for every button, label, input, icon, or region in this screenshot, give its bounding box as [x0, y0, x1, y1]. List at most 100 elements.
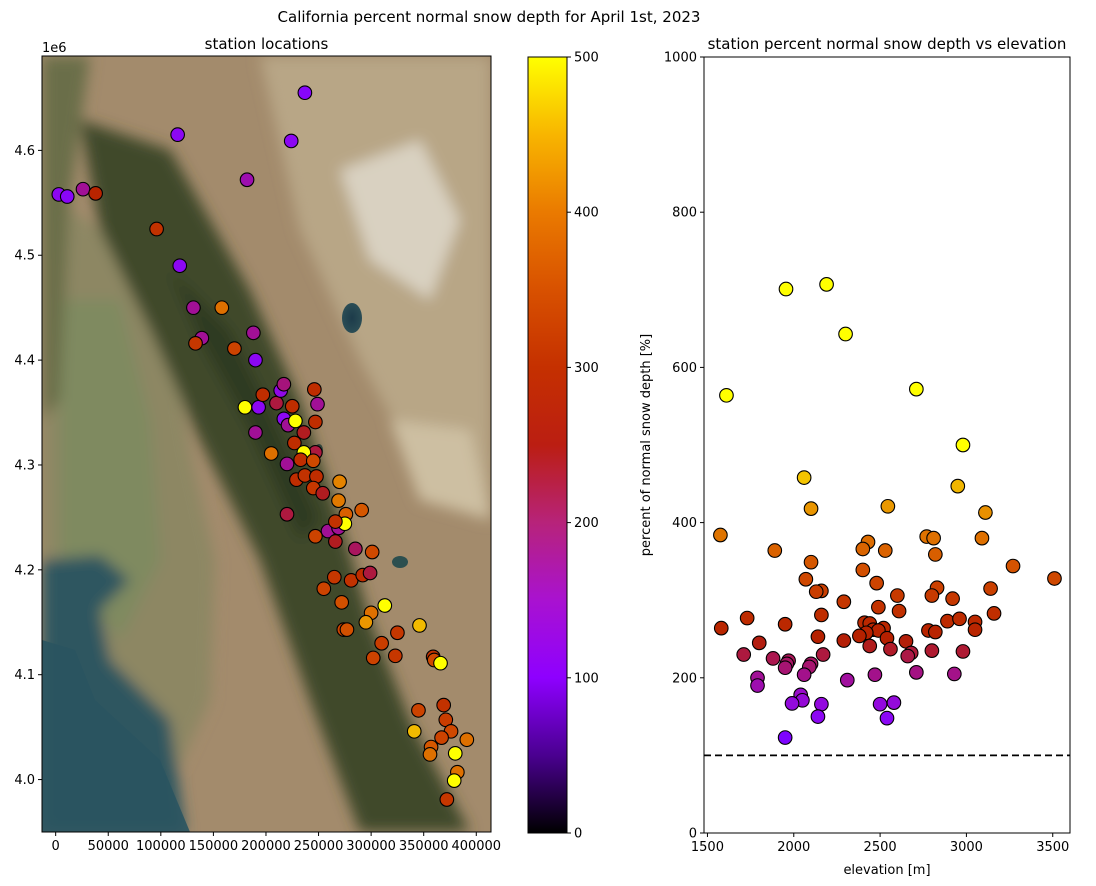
- elevation-y-ticks: 0 200 400 600 800 1000: [664, 51, 704, 842]
- station-marker: [279, 456, 295, 472]
- elevation-marker: [900, 648, 916, 664]
- station-marker: [358, 614, 374, 630]
- station-marker: [328, 514, 343, 529]
- elevation-marker: [955, 644, 971, 659]
- map-x-tick-label: 50000: [88, 839, 129, 854]
- station-marker: [433, 655, 448, 671]
- station-marker: [172, 258, 188, 274]
- map-x-tick-label: 300000: [346, 839, 396, 854]
- station-marker: [297, 85, 313, 101]
- elevation-marker: [871, 599, 886, 615]
- elevation-marker: [924, 643, 940, 658]
- station-marker: [263, 446, 279, 461]
- station-marker: [255, 387, 271, 403]
- elevation-marker: [765, 651, 781, 666]
- elevation-marker: [886, 695, 902, 710]
- elevation-marker: [879, 710, 895, 726]
- elevation-marker: [778, 281, 794, 297]
- colorbar-tick-label: 500: [574, 51, 599, 66]
- elevation-marker: [808, 584, 824, 600]
- elevation-marker: [852, 628, 867, 644]
- elevation-y-tick-label: 800: [672, 206, 697, 221]
- map-y-tick-label: 4.5: [14, 249, 35, 264]
- colorbar-ticks: 0 100 200 300 400 500: [567, 51, 599, 842]
- elevation-marker: [967, 622, 983, 638]
- station-marker: [269, 395, 284, 411]
- station-marker: [316, 581, 332, 597]
- station-marker: [354, 502, 370, 518]
- station-marker: [305, 453, 321, 469]
- elevation-marker: [927, 624, 943, 640]
- elevation-marker: [814, 696, 829, 712]
- elevation-y-tick-label: 600: [672, 361, 697, 376]
- elevation-x-tick-label: 3500: [1036, 840, 1069, 855]
- elevation-marker: [1005, 558, 1021, 574]
- station-marker: [237, 399, 253, 415]
- map-axes-frame: [41, 55, 492, 833]
- station-marker: [459, 732, 475, 748]
- station-marker: [310, 396, 325, 412]
- elevation-marker: [751, 635, 767, 651]
- map-x-tick-label: 350000: [399, 839, 449, 854]
- station-marker: [276, 376, 292, 392]
- elevation-marker: [986, 606, 1002, 621]
- map-y-tick-label: 4.3: [14, 458, 35, 473]
- colorbar-tick-label: 100: [574, 671, 599, 686]
- map-x-tick-label: 100000: [136, 839, 186, 854]
- elevation-marker: [877, 543, 893, 558]
- elevation-marker: [924, 588, 940, 603]
- elevation-y-tick-label: 0: [689, 827, 697, 842]
- elevation-ylabel: percent of normal snow depth [%]: [639, 334, 654, 556]
- station-marker: [283, 133, 299, 149]
- colorbar-tick-label: 0: [574, 827, 582, 842]
- station-marker: [387, 648, 403, 664]
- elevation-marker: [777, 616, 793, 632]
- station-marker: [447, 746, 463, 761]
- colorbar: 0 100 200 300 400 500: [527, 51, 599, 842]
- station-marker: [296, 425, 312, 440]
- station-marker: [434, 730, 449, 745]
- station-marker: [412, 618, 427, 633]
- map-y-tick-label: 4.0: [14, 773, 35, 788]
- satellite-background: [42, 56, 491, 832]
- elevation-panel: station percent normal snow depth vs ele…: [639, 35, 1071, 878]
- elevation-marker: [872, 696, 888, 712]
- station-marker: [239, 172, 255, 188]
- station-marker: [186, 300, 201, 316]
- elevation-marker: [950, 478, 966, 494]
- map-y-tick-label: 4.4: [14, 354, 35, 369]
- elevation-marker: [736, 647, 752, 662]
- station-marker: [365, 650, 381, 666]
- station-marker: [248, 352, 263, 368]
- station-marker: [308, 414, 323, 430]
- map-station-points: [51, 85, 475, 807]
- map-x-tick-label: 250000: [294, 839, 344, 854]
- station-marker: [362, 565, 378, 581]
- elevation-marker: [719, 387, 734, 403]
- elevation-marker: [819, 277, 834, 292]
- station-marker: [170, 127, 185, 142]
- elevation-points: [713, 277, 1062, 745]
- station-marker: [339, 622, 355, 637]
- station-marker: [279, 506, 295, 522]
- elevation-marker: [750, 678, 765, 693]
- station-marker: [422, 747, 438, 762]
- elevation-marker: [803, 554, 819, 570]
- station-marker: [439, 792, 455, 807]
- elevation-marker: [955, 437, 971, 453]
- station-marker: [331, 493, 346, 508]
- station-marker: [334, 594, 350, 610]
- elevation-x-ticks: 1500 2000 2500 3000 3500: [691, 833, 1069, 855]
- elevation-marker: [836, 594, 852, 610]
- elevation-marker: [777, 660, 793, 676]
- map-y-tick-label: 4.6: [14, 144, 35, 159]
- map-x-ticks: 0 50000 100000 150000 200000 250000 300000 3500…: [52, 832, 501, 854]
- elevation-marker: [978, 505, 993, 520]
- elevation-marker: [803, 501, 819, 516]
- elevation-marker: [926, 530, 941, 546]
- elevation-x-tick-label: 1500: [691, 840, 724, 855]
- elevation-marker: [713, 620, 729, 636]
- elevation-marker: [767, 543, 783, 558]
- station-marker: [348, 541, 363, 557]
